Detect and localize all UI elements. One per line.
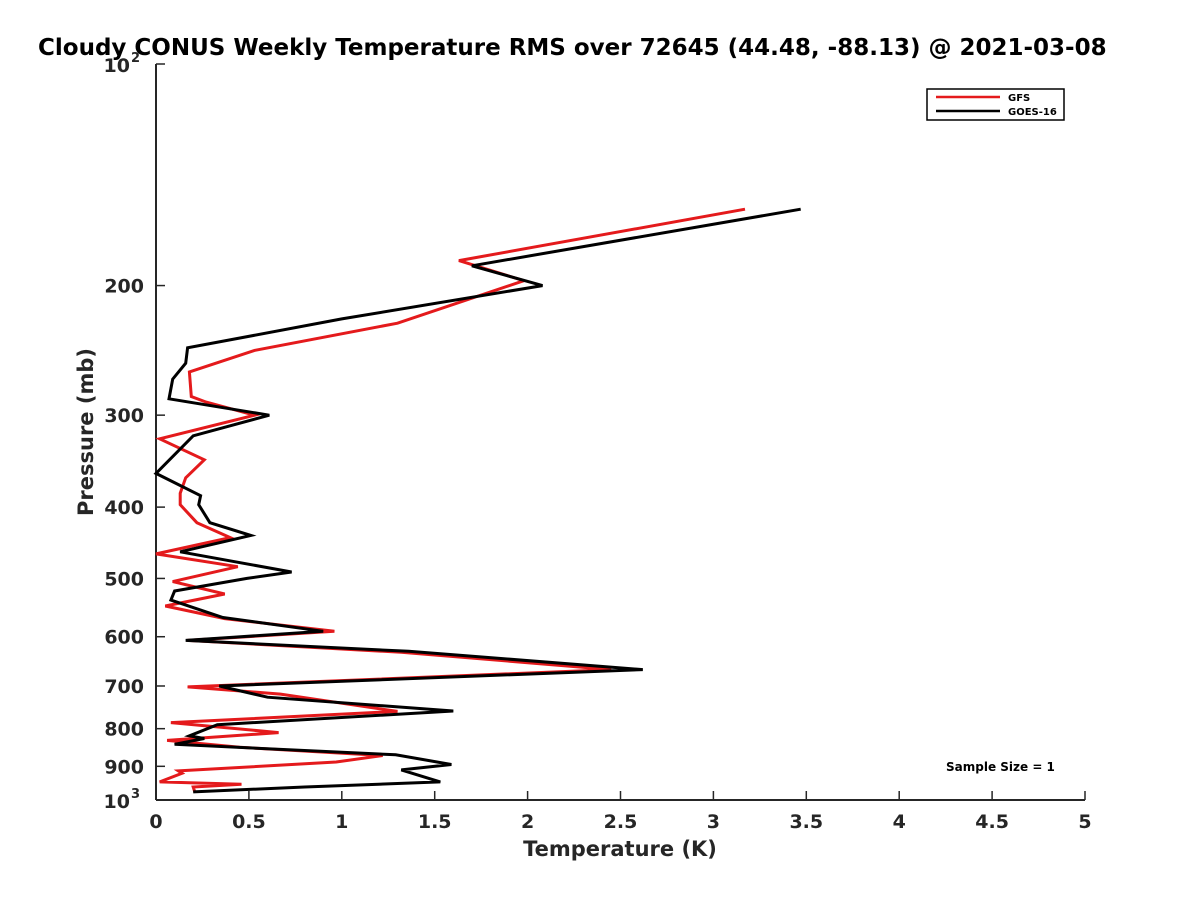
y-tick-label: 700: [104, 676, 144, 698]
series-layer: [153, 207, 801, 794]
y-tick-label-base: 10: [104, 55, 130, 77]
y-tick-label: 800: [104, 719, 144, 741]
x-axis-label: Temperature (K): [523, 837, 717, 861]
y-tick-label-exponent: 3: [131, 787, 140, 802]
y-tick-label-base: 10: [104, 791, 130, 813]
legend-label-goes16: GOES-16: [1008, 107, 1057, 118]
x-tick-label: 4.5: [975, 811, 1009, 833]
y-axis-label: Pressure (mb): [74, 348, 98, 516]
y-tick-label-power: 10 2: [104, 51, 141, 77]
x-tick-label: 3.5: [789, 811, 823, 833]
x-tick-label: 5: [1078, 811, 1091, 833]
x-tick-label: 1.5: [418, 811, 452, 833]
x-tick-label: 2.5: [604, 811, 638, 833]
chart-title: Cloudy CONUS Weekly Temperature RMS over…: [38, 35, 1107, 61]
legend-box: [926, 88, 1065, 121]
x-tick-label: 0: [149, 811, 162, 833]
x-ticks: 0 0.5 1 1.5 2 2.5 3 3.5 4 4.5 5: [149, 791, 1092, 833]
y-tick-label: 300: [104, 405, 144, 427]
x-tick-label: 2: [521, 811, 534, 833]
series-line-gfs: [155, 207, 746, 794]
y-tick-label: 200: [104, 276, 144, 298]
y-tick-label: 500: [104, 568, 144, 590]
y-tick-label: 600: [104, 627, 144, 649]
y-tick-label: 900: [104, 756, 144, 778]
legend-label-gfs: GFS: [1008, 93, 1030, 104]
x-tick-label: 1: [335, 811, 348, 833]
y-tick-label-power: 10 3: [104, 787, 141, 813]
y-tick-label-exponent: 2: [131, 51, 140, 66]
sample-size-annotation: Sample Size = 1: [946, 760, 1055, 774]
x-tick-label: 4: [893, 811, 906, 833]
legend: GFS GOES-16: [926, 88, 1065, 121]
x-tick-label: 0.5: [232, 811, 266, 833]
x-tick-label: 3: [707, 811, 720, 833]
y-tick-label: 400: [104, 497, 144, 519]
series-line-goes16: [153, 207, 801, 794]
